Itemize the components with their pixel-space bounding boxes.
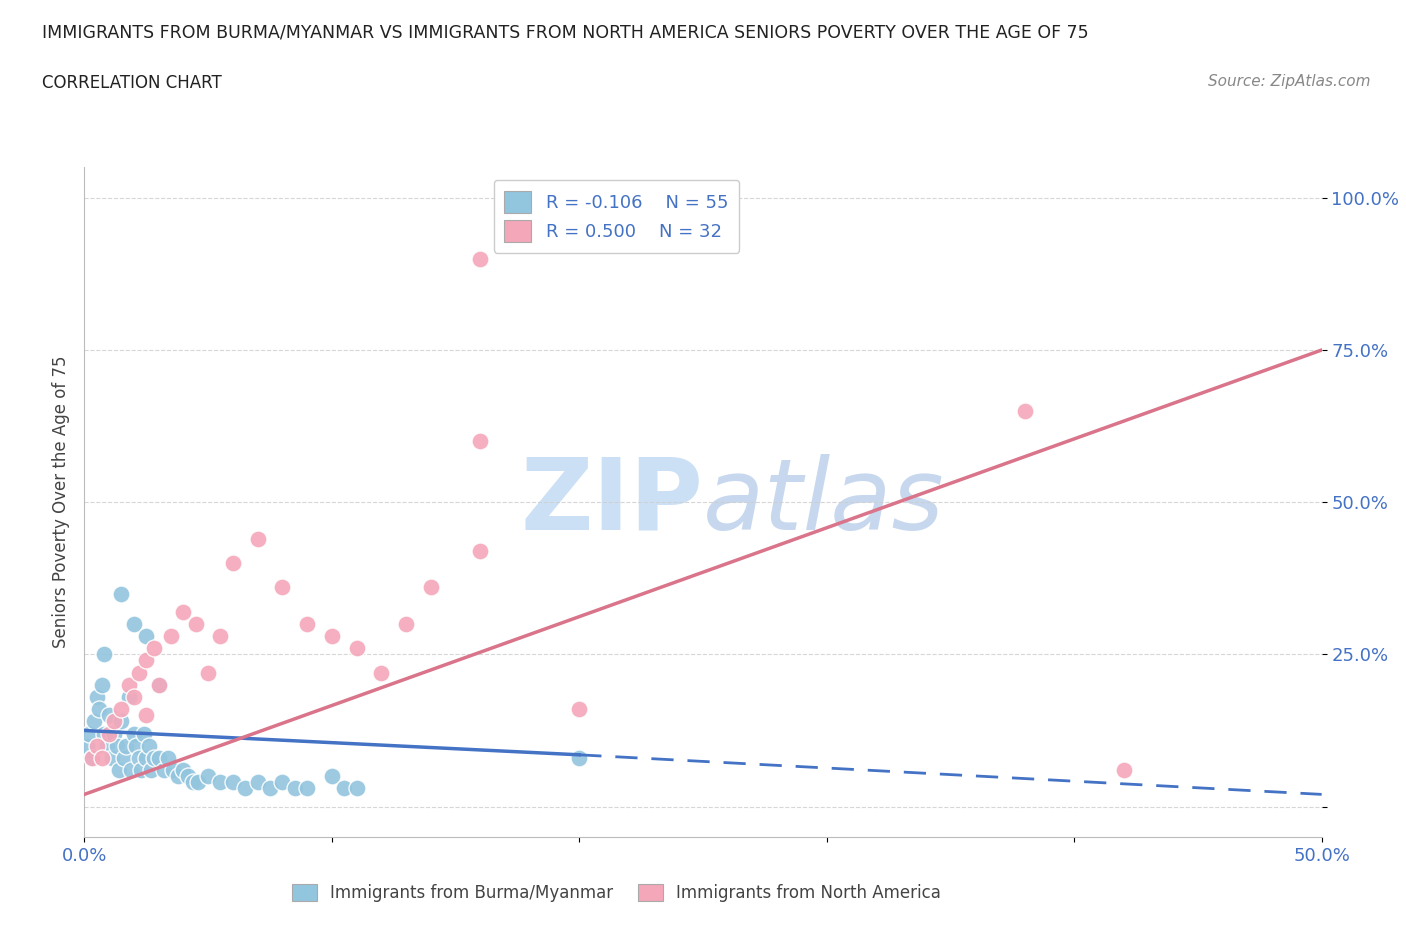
Y-axis label: Seniors Poverty Over the Age of 75: Seniors Poverty Over the Age of 75 (52, 356, 70, 648)
Legend: Immigrants from Burma/Myanmar, Immigrants from North America: Immigrants from Burma/Myanmar, Immigrant… (285, 878, 948, 909)
Point (157, 751, 180, 765)
Point (80, 751, 103, 765)
Point (209, 629, 232, 644)
Point (1112, 763, 1135, 777)
Point (246, 531, 269, 546)
Point (197, 769, 219, 784)
Point (80, 751, 103, 765)
Point (110, 714, 132, 729)
Point (120, 763, 142, 777)
Point (112, 751, 135, 765)
Point (172, 763, 194, 777)
Point (128, 751, 150, 765)
Text: CORRELATION CHART: CORRELATION CHART (42, 74, 222, 92)
Point (138, 738, 160, 753)
Point (568, 751, 591, 765)
Point (100, 751, 122, 765)
Point (470, 543, 492, 558)
Point (103, 714, 125, 729)
Point (187, 775, 209, 790)
Point (259, 781, 281, 796)
Point (148, 751, 170, 765)
Point (135, 708, 157, 723)
Point (568, 702, 591, 717)
Point (122, 617, 145, 631)
Point (110, 586, 132, 601)
Point (110, 702, 132, 717)
Point (295, 617, 318, 631)
Point (115, 738, 138, 753)
Point (98, 708, 121, 723)
Point (321, 629, 343, 644)
Point (135, 629, 157, 644)
Point (132, 726, 155, 741)
Text: IMMIGRANTS FROM BURMA/MYANMAR VS IMMIGRANTS FROM NORTH AMERICA SENIORS POVERTY O: IMMIGRANTS FROM BURMA/MYANMAR VS IMMIGRA… (42, 23, 1088, 41)
Point (284, 781, 307, 796)
Point (122, 689, 145, 704)
Point (246, 775, 269, 790)
Point (90, 677, 112, 692)
Point (470, 434, 492, 449)
Point (162, 763, 184, 777)
Point (142, 641, 165, 656)
Point (96, 738, 118, 753)
Point (93, 726, 115, 741)
Point (108, 763, 131, 777)
Point (152, 763, 174, 777)
Point (470, 251, 492, 266)
Point (103, 726, 125, 741)
Point (395, 617, 418, 631)
Point (142, 751, 165, 765)
Point (177, 769, 200, 784)
Point (419, 580, 441, 595)
Point (86, 738, 108, 753)
Point (122, 726, 145, 741)
Point (333, 781, 356, 796)
Point (222, 555, 245, 570)
Point (118, 689, 141, 704)
Point (181, 775, 204, 790)
Point (90, 751, 112, 765)
Point (89, 702, 111, 717)
Text: atlas: atlas (703, 454, 945, 551)
Point (79, 726, 101, 741)
Point (346, 641, 368, 656)
Point (93, 647, 115, 662)
Point (271, 775, 294, 790)
Point (105, 738, 128, 753)
Point (118, 677, 141, 692)
Point (167, 769, 190, 784)
Point (135, 653, 157, 668)
Point (295, 781, 318, 796)
Point (76, 738, 98, 753)
Point (321, 769, 343, 784)
Point (125, 738, 148, 753)
Point (271, 580, 294, 595)
Text: Source: ZipAtlas.com: Source: ZipAtlas.com (1208, 74, 1371, 89)
Point (135, 751, 157, 765)
Point (129, 763, 152, 777)
Point (148, 677, 170, 692)
Point (128, 665, 150, 680)
Point (184, 617, 207, 631)
Point (148, 677, 170, 692)
Point (141, 763, 163, 777)
Text: ZIP: ZIP (520, 454, 703, 551)
Point (209, 775, 232, 790)
Point (346, 781, 368, 796)
Point (370, 665, 392, 680)
Point (160, 629, 183, 644)
Point (98, 726, 121, 741)
Point (1014, 404, 1036, 418)
Point (172, 604, 194, 619)
Point (86, 689, 108, 704)
Point (222, 775, 245, 790)
Point (197, 665, 219, 680)
Point (83, 714, 105, 729)
Point (233, 781, 256, 796)
